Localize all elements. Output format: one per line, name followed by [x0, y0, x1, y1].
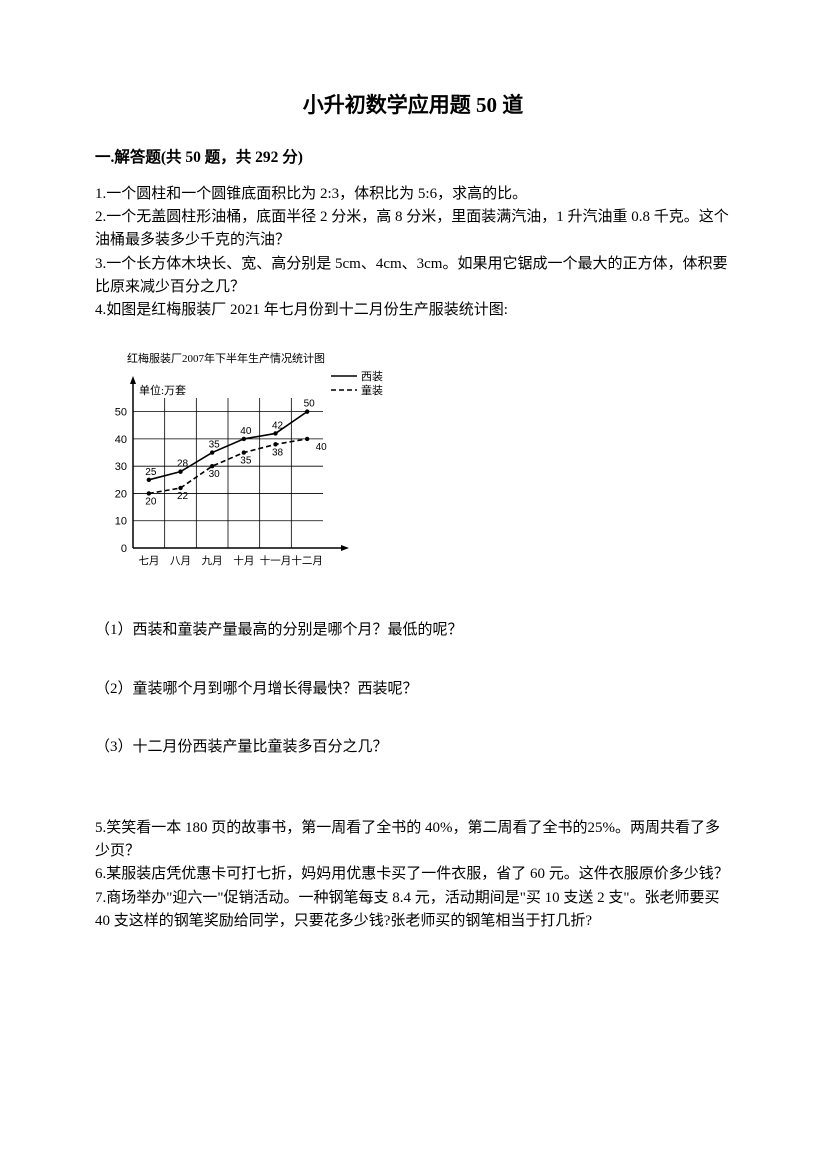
svg-text:西装: 西装: [361, 370, 383, 383]
svg-text:0: 0: [121, 543, 127, 555]
problem-4: 4.如图是红梅服装厂 2021 年七月份到十二月份生产服装统计图:: [95, 299, 731, 322]
svg-text:22: 22: [177, 491, 189, 502]
problem-7: 7.商场举办"迎六一"促销活动。一种钢笔每支 8.4 元，活动期间是"买 10 …: [95, 887, 731, 934]
svg-text:20: 20: [145, 497, 157, 508]
svg-text:35: 35: [240, 456, 252, 467]
problem-1: 1.一个圆柱和一个圆锥底面积比为 2:3，体积比为 5:6，求高的比。: [95, 183, 731, 206]
svg-text:38: 38: [272, 448, 284, 459]
svg-text:50: 50: [304, 399, 316, 410]
svg-text:八月: 八月: [170, 555, 191, 567]
sub-question-3: （3）十二月份西装产量比童装多百分之几？: [95, 736, 731, 759]
svg-text:30: 30: [209, 469, 221, 480]
problem-2: 2.一个无盖圆柱形油桶，底面半径 2 分米，高 8 分米，里面装满汽油，1 升汽…: [95, 206, 731, 253]
svg-text:40: 40: [115, 434, 127, 446]
problem-6: 6.某服装店凭优惠卡可打七折，妈妈用优惠卡买了一件衣服，省了 60 元。这件衣服…: [95, 863, 731, 886]
problem-3: 3.一个长方体木块长、宽、高分别是 5cm、4cm、3cm。如果用它锯成一个最大…: [95, 253, 731, 300]
sub-question-2: （2）童装哪个月到哪个月增长得最快？西装呢？: [95, 678, 731, 701]
svg-text:红梅服装厂2007年下半年生产情况统计图: 红梅服装厂2007年下半年生产情况统计图: [127, 351, 325, 365]
svg-text:九月: 九月: [202, 555, 223, 567]
svg-text:十一月: 十一月: [260, 554, 292, 567]
svg-text:七月: 七月: [138, 555, 159, 567]
problem-5: 5.笑笑看一本 180 页的故事书，第一周看了全书的 40%，第二周看了全书的2…: [95, 817, 731, 864]
svg-text:20: 20: [115, 489, 127, 501]
svg-text:10: 10: [115, 516, 127, 528]
svg-text:十月: 十月: [233, 554, 254, 567]
svg-text:28: 28: [177, 459, 189, 470]
svg-text:40: 40: [316, 442, 328, 453]
svg-text:童装: 童装: [361, 383, 383, 397]
svg-text:35: 35: [209, 440, 221, 451]
line-chart: 红梅服装厂2007年下半年生产情况统计图西装童装 单位:万套 0 10 20 30 40 50…: [99, 348, 409, 583]
chart-container: 红梅服装厂2007年下半年生产情况统计图西装童装 单位:万套 0 10 20 30 40 50…: [99, 348, 731, 583]
section-header: 一.解答题(共 50 题，共 292 分): [95, 146, 731, 169]
svg-text:25: 25: [145, 467, 157, 478]
document-title: 小升初数学应用题 50 道: [95, 90, 731, 122]
svg-text:50: 50: [115, 407, 127, 419]
svg-text:30: 30: [115, 461, 127, 473]
svg-text:42: 42: [272, 421, 284, 432]
svg-text:40: 40: [240, 426, 252, 437]
svg-text:十二月: 十二月: [291, 554, 323, 567]
sub-question-1: （1）西装和童装产量最高的分别是哪个月？最低的呢？: [95, 619, 731, 642]
svg-text:单位:万套: 单位:万套: [139, 383, 186, 397]
